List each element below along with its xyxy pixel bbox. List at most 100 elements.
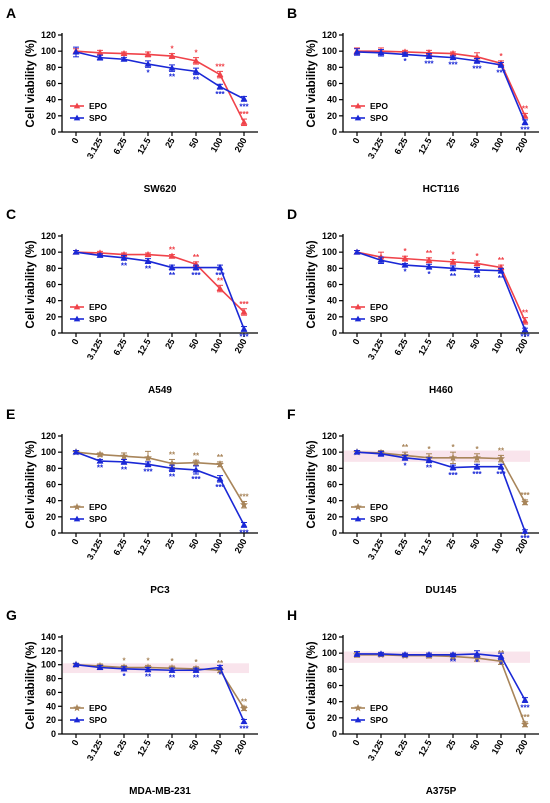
panel-d-series-spo-point bbox=[401, 261, 409, 268]
panel-e-series-spo-sig-label: *** bbox=[191, 475, 201, 484]
panel-a-series-spo-sig-label: * bbox=[146, 68, 150, 77]
panel-g-ytick-label: 120 bbox=[41, 646, 56, 656]
panel-d-series-epo-point bbox=[449, 258, 457, 265]
panel-f-legend-marker bbox=[354, 503, 362, 511]
panel-d-legend-marker bbox=[354, 315, 362, 322]
panel-a-series-epo-point bbox=[216, 71, 224, 78]
panel-h-legend-label: EPO bbox=[370, 703, 388, 713]
panel-a-xtick-label: 50 bbox=[187, 136, 201, 150]
panel-b-series-spo-point bbox=[353, 48, 361, 55]
panel-a-series-epo-line bbox=[75, 50, 245, 123]
panel-g-series-spo-point bbox=[192, 666, 200, 673]
panel-g-series-spo-sig-label: * bbox=[122, 672, 126, 681]
panel-c-xtick-label: 50 bbox=[187, 337, 201, 351]
panel-b-series-spo-point bbox=[425, 52, 433, 59]
panel-e-xtick-label: 200 bbox=[233, 537, 249, 555]
panel-c-legend: EPO SPO bbox=[70, 302, 107, 324]
panel-h-legend-marker bbox=[354, 716, 362, 723]
panel-g-xtick-label: 0 bbox=[70, 738, 81, 747]
panel-a-ytick-label: 0 bbox=[51, 127, 56, 137]
panel-h-series-spo-point bbox=[473, 650, 481, 657]
panel-d-series-spo-point bbox=[377, 256, 385, 263]
panel-f-series-spo-sig-label: ** bbox=[426, 464, 433, 473]
panel-g-xtick-label: 50 bbox=[187, 738, 201, 752]
panel-e-series-epo-sig-label: ** bbox=[169, 450, 176, 459]
panel-f-series-epo-sig-label: ** bbox=[498, 446, 505, 455]
panel-d-series-spo: * * ** ** ***** bbox=[353, 248, 531, 341]
panel-d: D 0 20 40 60 80 100 120 Cell viability (%) 0 3.125… bbox=[287, 206, 539, 396]
panel-b-series-epo-point bbox=[449, 49, 457, 57]
panel-c-series-spo-point bbox=[168, 263, 176, 271]
panel-e-legend-label: SPO bbox=[89, 514, 107, 524]
panel-d-series-epo-sig-label: ** bbox=[498, 256, 505, 265]
panel-d-series-spo-point bbox=[353, 248, 361, 255]
panel-g-series-spo-point bbox=[120, 665, 128, 672]
panel-d-legend-marker bbox=[354, 303, 362, 310]
panel-e-xtick-label: 3.125 bbox=[85, 537, 105, 562]
panel-f-series-epo-point bbox=[497, 454, 505, 463]
panel-f-series-spo-point bbox=[401, 454, 409, 461]
panel-a-series-spo-point bbox=[192, 67, 200, 74]
panel-e-series-epo-point bbox=[192, 458, 200, 467]
panel-f-xtick-label: 12.5 bbox=[416, 537, 433, 557]
panel-b-ytick-label: 0 bbox=[332, 127, 337, 137]
panel-g-series-spo-point bbox=[144, 665, 152, 673]
panel-e-xtick-label: 0 bbox=[70, 537, 81, 546]
panel-e-series-spo: ** ** ***** ********* bbox=[72, 448, 250, 537]
panel-a-series-spo-point bbox=[144, 60, 152, 67]
panel-c-series-epo-point bbox=[168, 252, 176, 259]
panel-d-series-spo-sig-label: * bbox=[403, 268, 407, 277]
panel-d-series-epo-sig-label: * bbox=[451, 250, 455, 259]
panel-b-series-spo-point bbox=[473, 57, 481, 64]
panel-g-series-epo-sig-label: * bbox=[146, 656, 150, 665]
panel-g-legend-label: EPO bbox=[89, 703, 107, 713]
panel-e-series-spo-point bbox=[216, 475, 224, 482]
panel-b-sample-label: HCT116 bbox=[423, 184, 460, 195]
panel-f-series-spo-line bbox=[356, 451, 526, 532]
panel-f-ytick-label: 120 bbox=[322, 431, 337, 441]
panel-c-series-spo: ** **** *** ****** bbox=[72, 248, 250, 341]
panel-e-series-epo-sig-label: *** bbox=[239, 492, 249, 501]
panel-f-series-spo-point bbox=[377, 450, 385, 457]
panel-c-series-spo-point bbox=[192, 263, 200, 271]
panel-g-series-epo-sig-label: ** bbox=[241, 697, 248, 706]
panel-g-series-epo-point bbox=[240, 704, 248, 712]
panel-e-legend-label: EPO bbox=[89, 502, 107, 512]
panel-e-series-spo-sig-label: ** bbox=[169, 473, 176, 482]
panel-h-y-axis-label: Cell viability (%) bbox=[306, 641, 318, 729]
panel-a-ytick-label: 20 bbox=[46, 111, 56, 121]
panel-f-series-epo-sig-label: * bbox=[451, 443, 455, 452]
panel-f-legend-label: SPO bbox=[370, 514, 388, 524]
panel-g-xtick-label: 3.125 bbox=[85, 738, 105, 763]
panel-c-legend-label: EPO bbox=[89, 302, 107, 312]
panel-h-ytick-label: 100 bbox=[322, 648, 337, 658]
panel-c-ytick-label: 60 bbox=[46, 280, 56, 290]
panel-c-series-epo-sig-label: ** bbox=[169, 246, 176, 255]
panel-d-series-spo-point bbox=[497, 267, 505, 274]
panel-b-series-spo-sig-label: *** bbox=[448, 60, 458, 69]
panel-d-series-spo-point bbox=[425, 263, 433, 270]
panel-a-series-spo: * ** ******** bbox=[72, 46, 250, 111]
panel-d-series-epo-point bbox=[521, 317, 529, 324]
panel-g-series-spo-point bbox=[240, 717, 248, 725]
panel-a-ytick-label: 60 bbox=[46, 79, 56, 89]
panel-b-ytick-label: 40 bbox=[327, 95, 337, 105]
panel-a-series-spo-point bbox=[168, 64, 176, 71]
panel-d-series-epo-point bbox=[473, 259, 481, 267]
panel-a-series-spo-point bbox=[72, 48, 80, 55]
panel-c-series-spo-sig-label: ** bbox=[169, 271, 176, 280]
panel-h-series-spo-line bbox=[357, 653, 526, 701]
panel-a-series-spo-sig-label: *** bbox=[215, 90, 225, 99]
panel-a-xtick-label: 12.5 bbox=[135, 136, 152, 156]
panel-d-xtick-label: 50 bbox=[468, 337, 482, 351]
panel-e-series-spo-sig-label: *** bbox=[215, 483, 225, 492]
panel-a-ytick-label: 120 bbox=[41, 30, 56, 40]
panel-d-series-spo-point bbox=[521, 326, 529, 333]
panel-g-y-axis-label: Cell viability (%) bbox=[25, 641, 37, 729]
panel-h-xtick-label: 0 bbox=[351, 738, 362, 747]
panel-h-series-epo-point bbox=[497, 657, 505, 665]
panel-g-series-epo-sig-label: ** bbox=[217, 659, 224, 668]
panel-f-ytick-label: 80 bbox=[327, 463, 337, 473]
panel-d-ytick-label: 100 bbox=[322, 247, 337, 257]
panel-e-series-epo-point bbox=[96, 450, 104, 458]
